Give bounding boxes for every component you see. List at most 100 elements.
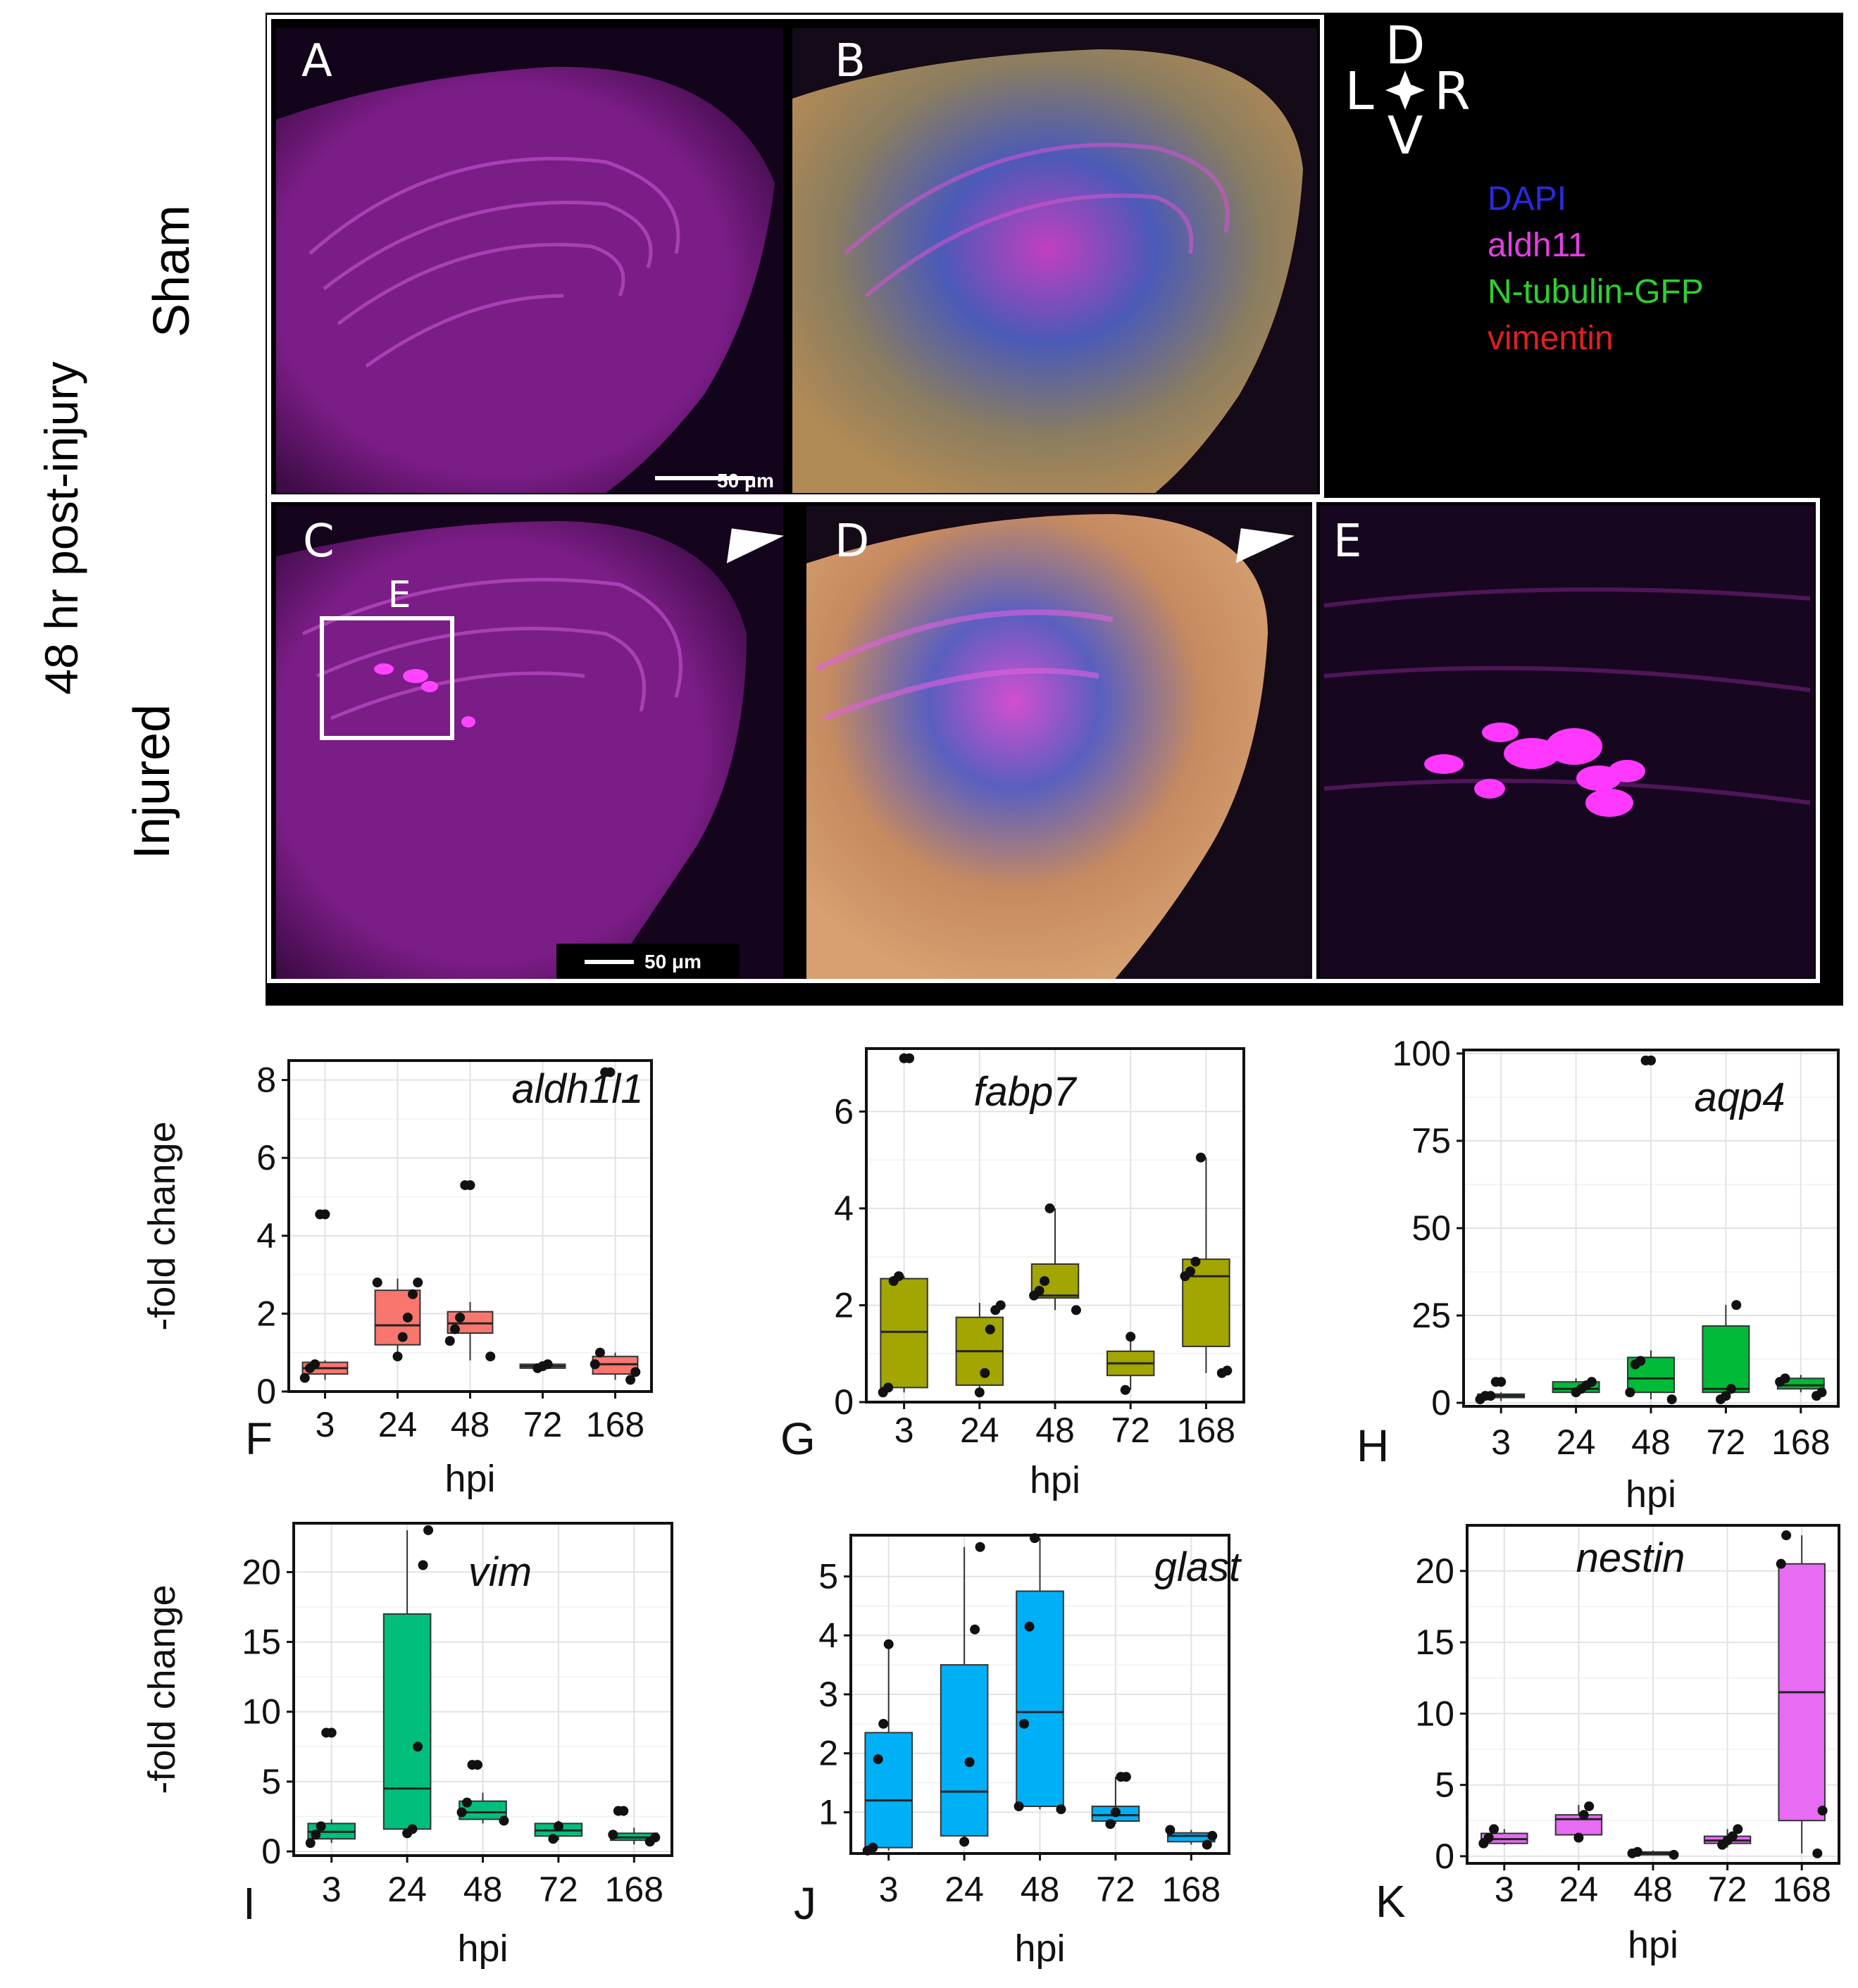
data-point [964,1757,975,1768]
x-tick-label: 24 [944,1870,984,1909]
y-tick-label: 6 [834,1092,854,1131]
data-point [974,1387,985,1398]
x-tick-label: 3 [879,1870,899,1909]
panel-c: E C 50 μm [276,506,785,982]
data-point [1024,1621,1035,1632]
y-tick-label: 0 [256,1372,276,1411]
scale-bar-c: 50 μm [556,944,740,979]
x-tick-label: 72 [1111,1411,1150,1450]
data-point [1110,1807,1121,1818]
data-point [1573,1832,1584,1843]
y-tick-label: 0 [261,1832,281,1871]
data-point [1040,1276,1050,1287]
data-point [1045,1203,1055,1213]
box-72hpi [1106,1337,1155,1390]
data-point [456,1807,467,1818]
sham-frame [267,15,1324,499]
x-axis-label: hpi [1030,1459,1080,1501]
box-168hpi [1778,1535,1826,1853]
data-point [455,1312,466,1323]
data-point [883,1382,894,1393]
panel-letter: F [245,1413,273,1464]
data-point [1165,1825,1176,1835]
box-body [1016,1590,1064,1808]
data-point [1014,1801,1024,1812]
data-point [418,1560,428,1570]
y-tick-label: 75 [1411,1121,1451,1161]
svg-text:50 μm: 50 μm [717,470,774,492]
gene-title: aldh1l1 [511,1066,643,1112]
data-point [408,1289,418,1299]
x-tick-label: 72 [1707,1423,1746,1462]
x-tick-label: 24 [387,1870,427,1909]
gene-title: vim [468,1549,532,1595]
data-point [1666,1394,1677,1405]
box-24hpi [940,1546,989,1842]
legend-vimentin: vimentin [1488,320,1614,357]
data-point [970,1624,980,1634]
orientation-left: L [1345,61,1373,122]
panel-e-labeled-cells [1424,723,1645,817]
y-tick-label: 15 [242,1623,281,1662]
data-point [372,1277,382,1288]
data-point [959,1837,970,1847]
data-point [548,1834,559,1844]
data-point [311,1830,321,1840]
x-tick-label: 168 [1772,1870,1831,1909]
data-point [1202,1839,1212,1850]
data-point [1584,1801,1595,1811]
data-point [1727,1831,1738,1842]
data-point [449,1324,460,1334]
x-axis-label: hpi [444,1458,495,1500]
row-label-sham: Sham [144,205,200,337]
y-tick-label: 25 [1411,1296,1451,1335]
y-tick-label: 20 [242,1552,281,1592]
panel-letter: G [780,1413,816,1464]
inset-label: E [388,574,411,616]
data-point [305,1838,316,1849]
data-point [392,1351,403,1362]
data-point [608,1830,618,1840]
data-point [618,1806,629,1816]
panel-a: A 50 μm [276,28,783,494]
data-point [1578,1810,1589,1820]
data-point [594,1347,605,1358]
x-tick-label: 3 [894,1411,914,1450]
x-tick-label: 72 [539,1870,578,1909]
box-3hpi [880,1276,928,1393]
y-tick-label: 0 [834,1382,854,1422]
panel-d-label: D [835,515,869,568]
data-point [1817,1806,1828,1816]
legend-n-tubulin-gfp: N-tubulin-GFP [1488,273,1704,311]
row-label-injured: Injured [124,704,180,859]
data-point [1222,1365,1233,1376]
data-point [1731,1300,1742,1311]
x-tick-label: 3 [322,1870,342,1909]
data-point [1669,1849,1679,1860]
data-point [868,1842,878,1853]
y-tick-label: 20 [1415,1551,1454,1591]
x-tick-label: 72 [1708,1870,1747,1909]
box-3hpi [864,1644,913,1851]
x-tick-label: 3 [1491,1423,1511,1462]
box-24hpi [1554,1804,1603,1842]
y-tick-label: 50 [1411,1208,1451,1248]
data-point [904,1053,915,1063]
x-axis-label: hpi [1014,1927,1065,1970]
data-point [407,1824,418,1834]
panel-b-tissue [792,49,1303,493]
data-point [326,1727,337,1738]
box-body [1554,1814,1603,1836]
box-24hpi [955,1303,1004,1393]
data-point [316,1821,326,1832]
data-point [499,1815,509,1826]
data-point [462,1797,473,1808]
injury-arrowhead-icon [1235,528,1295,563]
data-point [1780,1373,1790,1384]
panel-letter: J [794,1878,816,1929]
